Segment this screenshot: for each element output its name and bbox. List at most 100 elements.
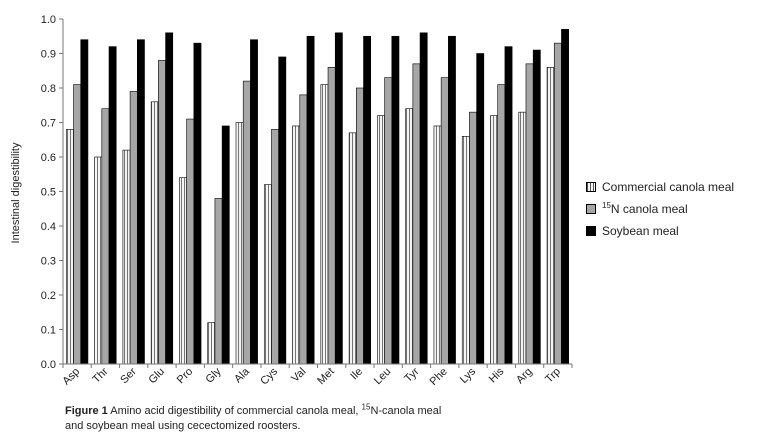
x-tick-label: Val: [289, 366, 308, 385]
legend-swatch-commercial: [586, 182, 596, 192]
bar-n15-phe: [440, 77, 449, 365]
bar-soybean-pro: [193, 42, 202, 365]
bar-n15-tyr: [412, 63, 421, 365]
bar-commercial-ser: [122, 149, 131, 365]
x-tick-label: Met: [315, 366, 336, 387]
legend-item-n15: 15N canola meal: [586, 198, 734, 220]
bar-soybean-trp: [561, 29, 569, 365]
bar-commercial-asp: [66, 129, 74, 365]
legend-item-commercial: Commercial canola meal: [586, 176, 734, 198]
bar-soybean-his: [504, 46, 513, 365]
bar-soybean-lys: [476, 53, 485, 365]
legend-label-soybean: Soybean meal: [602, 224, 679, 238]
x-tick-label: Trp: [543, 366, 563, 386]
caption-label: Figure 1: [65, 405, 108, 417]
bar-soybean-glu: [165, 32, 174, 365]
bar-soybean-ile: [363, 35, 372, 365]
bar-soybean-cys: [278, 56, 287, 365]
bar-n15-thr: [101, 108, 110, 365]
y-tick-label: 0.0: [41, 359, 56, 371]
bar-n15-ile: [356, 87, 364, 365]
x-tick-label: Pro: [175, 366, 196, 387]
bar-n15-val: [299, 94, 308, 365]
bar-n15-ala: [242, 80, 251, 365]
bar-n15-met: [327, 67, 336, 365]
bar-soybean-asp: [80, 39, 89, 365]
bar-soybean-phe: [448, 35, 456, 365]
bars-group: [66, 29, 569, 365]
bar-commercial-cys: [263, 184, 272, 365]
y-tick-label: 0.4: [41, 221, 56, 233]
bar-n15-lys: [469, 111, 477, 365]
bar-n15-glu: [158, 60, 166, 365]
figure-caption: Figure 1 Amino acid digestibility of com…: [65, 402, 665, 434]
bar-commercial-val: [292, 125, 301, 365]
y-tick-label: 1.0: [41, 14, 56, 26]
bar-commercial-tyr: [405, 108, 414, 365]
x-tick-label: Gly: [203, 365, 224, 386]
bar-soybean-ser: [136, 39, 145, 365]
bar-commercial-pro: [179, 177, 187, 365]
x-tick-label: His: [487, 365, 507, 385]
x-tick-label: Thr: [90, 365, 110, 385]
y-tick-label: 0.6: [41, 152, 56, 164]
bar-commercial-arg: [518, 111, 527, 365]
caption-line-2: and soybean meal using cecectomized roos…: [65, 420, 301, 432]
bar-n15-ser: [129, 91, 138, 365]
legend-item-soybean: Soybean meal: [586, 220, 734, 242]
legend-label-commercial: Commercial canola meal: [602, 180, 735, 194]
x-tick-label: Ile: [348, 366, 365, 383]
bar-commercial-his: [490, 115, 499, 365]
x-tick-label: Arg: [514, 366, 535, 387]
bar-soybean-arg: [532, 49, 541, 365]
legend-swatch-soybean: [586, 226, 596, 236]
bar-soybean-tyr: [419, 32, 428, 365]
x-tick-label: Lys: [458, 365, 479, 386]
y-tick-label: 0.8: [41, 83, 56, 95]
y-tick-label: 0.3: [41, 256, 56, 268]
x-tick-label: Tyr: [402, 365, 422, 385]
bar-soybean-val: [306, 35, 315, 365]
bar-commercial-leu: [377, 115, 385, 365]
legend: Commercial canola meal 15N canola meal S…: [586, 176, 734, 242]
bar-commercial-ile: [348, 132, 357, 365]
bar-n15-leu: [384, 77, 393, 365]
bar-soybean-thr: [108, 46, 117, 365]
caption-line-1: Figure 1 Amino acid digestibility of com…: [65, 402, 442, 417]
bar-commercial-ala: [235, 122, 244, 365]
x-tick-label: Ser: [118, 365, 139, 386]
y-tick-label: 0.5: [41, 187, 56, 199]
x-tick-label: Asp: [60, 366, 82, 388]
bar-commercial-met: [320, 84, 329, 365]
bar-commercial-gly: [207, 322, 216, 365]
y-tick-label: 0.1: [41, 325, 56, 337]
bar-n15-trp: [553, 42, 562, 365]
y-axis-label: Intestinal digestibility: [10, 142, 22, 243]
bar-n15-asp: [73, 84, 82, 365]
bar-commercial-lys: [461, 136, 470, 365]
x-tick-label: Ala: [232, 365, 252, 385]
x-tick-label: Glu: [146, 366, 167, 387]
bar-soybean-ala: [250, 39, 258, 365]
bar-commercial-trp: [546, 67, 555, 365]
bar-soybean-gly: [221, 125, 230, 365]
x-tick-label: Cys: [258, 365, 280, 387]
bar-n15-gly: [214, 198, 223, 365]
x-tick-label: Leu: [372, 366, 393, 387]
bar-soybean-met: [334, 32, 343, 365]
legend-label-n15: 15N canola meal: [602, 201, 688, 217]
bar-n15-arg: [525, 63, 534, 365]
bar-commercial-phe: [433, 125, 442, 365]
bar-n15-pro: [186, 118, 195, 365]
x-tick-label: Phe: [428, 366, 450, 388]
y-tick-label: 0.2: [41, 290, 56, 302]
bar-commercial-thr: [94, 156, 103, 365]
legend-swatch-n15: [586, 204, 596, 214]
bar-soybean-leu: [391, 35, 400, 365]
y-tick-label: 0.7: [41, 118, 56, 130]
bar-n15-cys: [271, 129, 279, 365]
y-tick-label: 0.9: [41, 49, 56, 61]
bar-n15-his: [497, 84, 506, 365]
bar-commercial-glu: [150, 101, 159, 365]
